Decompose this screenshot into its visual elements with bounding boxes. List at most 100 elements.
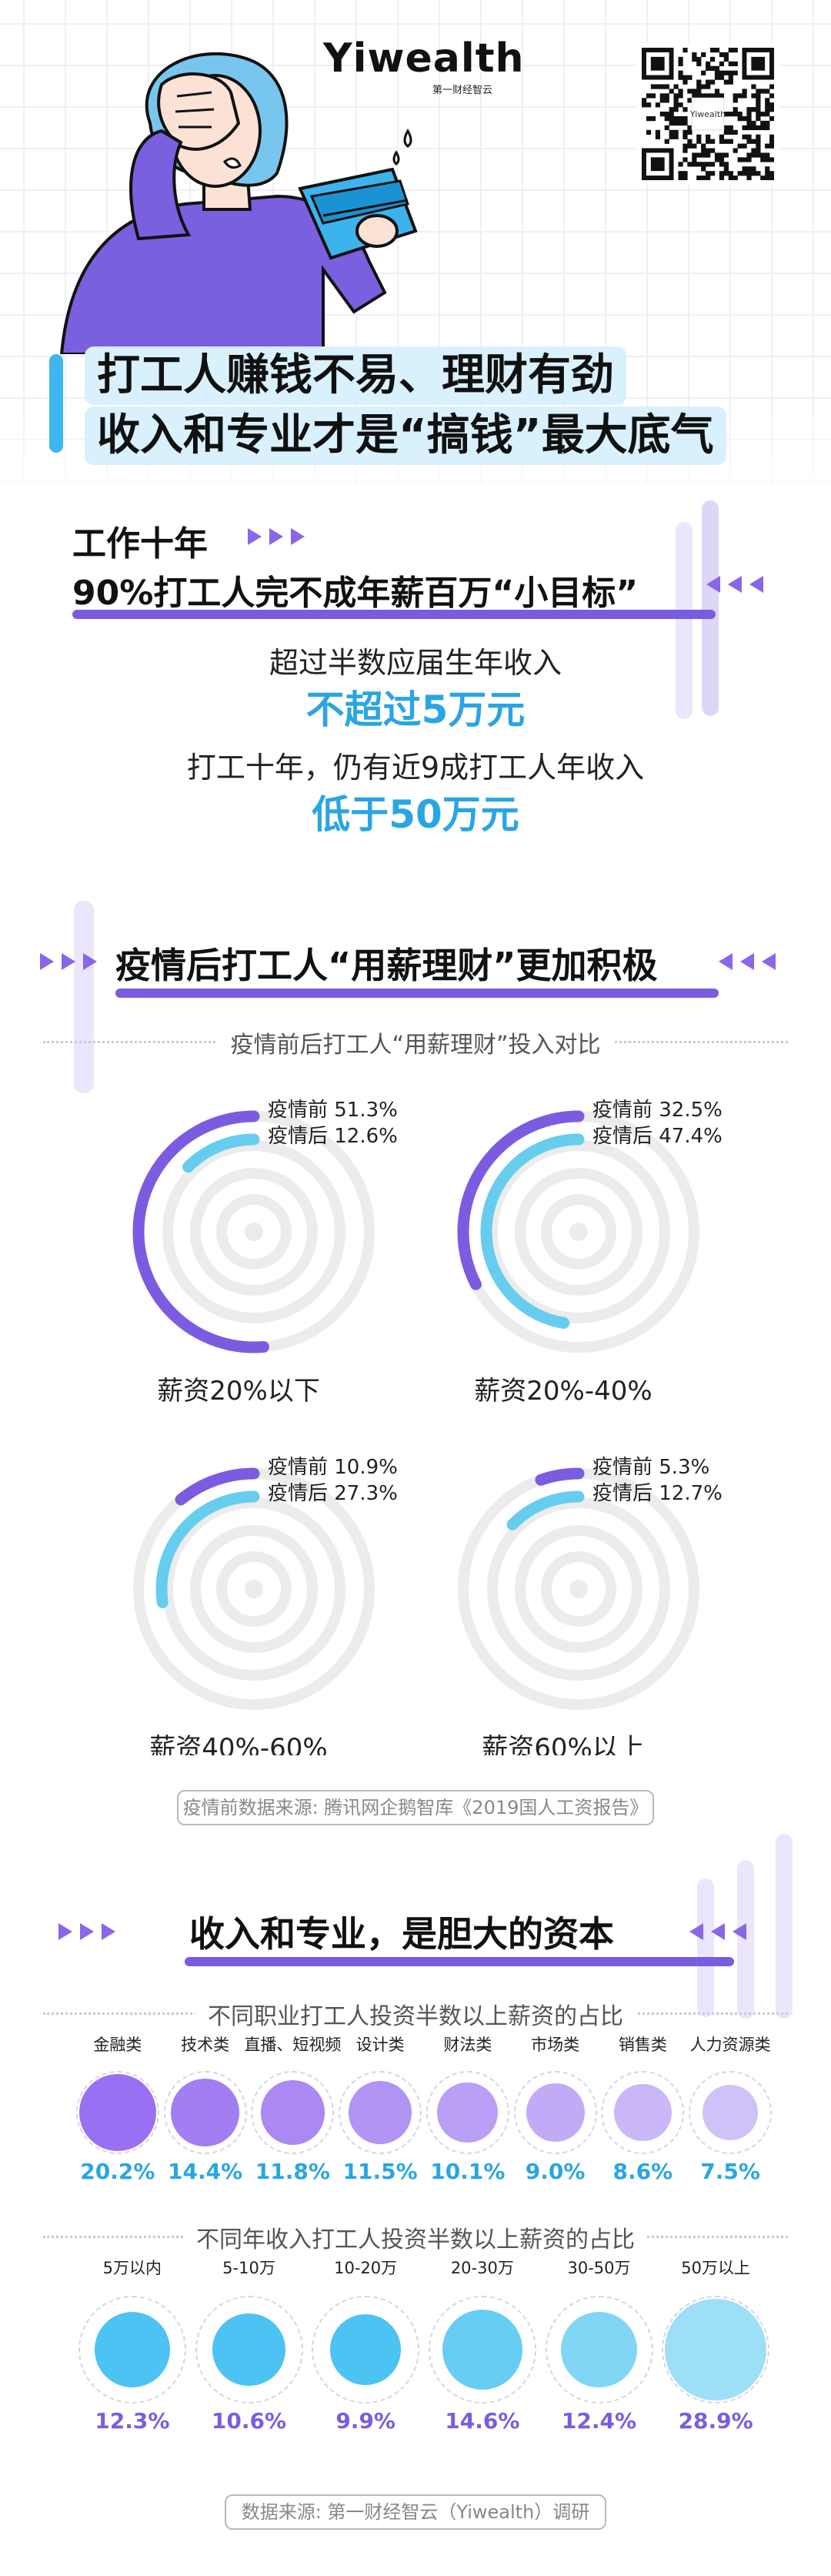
bubble [442,2309,522,2390]
bubble-category-label: 销售类 [618,2036,667,2054]
bubble [665,2299,767,2400]
bubble-category-label: 30-50万 [567,2259,631,2277]
bubble [561,2311,637,2388]
brand-subtitle: 第一财经智云 [432,85,492,96]
occupation-bubble-chart: 金融类 20.2% 技术类 14.4% 直播、短视频 11.8% 设计类 11.5% 财法类 10… [0,2032,831,2186]
right-arrows-icon [58,1923,115,1940]
bubble [437,2082,499,2143]
ring-legend-before: 疫情前 10.9% [268,1456,398,1479]
bubble [703,2085,759,2140]
ring-track [541,1551,616,1627]
section3-source: 数据来源: 第一财经智云（Yiwealth）调研 [225,2494,606,2530]
ring-legend-before: 疫情前 51.3% [268,1099,398,1122]
bubble-category-label: 5万以内 [102,2259,162,2277]
section3-title: 收入和专业，是胆大的资本 [189,1913,614,1955]
qr-code-icon: Yiwealth [642,48,775,181]
ring-track [190,1168,318,1296]
qr-code[interactable]: Yiwealth [637,43,779,185]
left-arrows-icon [706,576,763,593]
ring-arc-after [155,1133,352,1330]
section2-title: 疫情后打工人“用薪理财”更加积极 [115,945,658,986]
left-arrows-icon [719,953,776,970]
bubble [171,2078,239,2147]
income-bubble-chart: 5万以内 12.3% 5-10万 10.6% 10-20万 9.9% 20-30万 14.6%… [0,2256,831,2434]
bubble [348,2080,412,2145]
bubble-ring [339,2071,422,2154]
ring-chart: 疫情前 10.9% 疫情后 27.3% 薪资40%-60% [132,1456,398,1755]
bubble-ring [426,2071,509,2154]
bubble-value-label: 14.4% [168,2159,243,2184]
ring-chart: 疫情前 51.3% 疫情后 12.6% 薪资20%以下 [132,1099,398,1407]
bubble-ring [662,2296,770,2404]
bubble-ring [601,2071,685,2154]
bubble-category-label: 10-20万 [334,2259,398,2277]
bubble-value-label: 20.2% [80,2159,155,2184]
ring-arc-after [480,1133,677,1330]
ring-track [541,1194,616,1270]
ring-legend-after: 疫情后 12.7% [592,1482,723,1505]
bubble-ring [312,2296,420,2404]
bubble-ring [251,2071,335,2154]
qr-center-label: Yiwealth [689,109,726,119]
brand-name: Yiwealth [323,35,525,82]
bubble-value-label: 7.5% [700,2159,760,2184]
bubble-category-label: 人力资源类 [689,2036,771,2054]
ring-track [515,1168,642,1296]
bubble-ring [689,2071,773,2154]
bubble-category-label: 市场类 [531,2036,580,2054]
ring-chart: 疫情前 32.5% 疫情后 47.4% 薪资20%-40% [457,1099,723,1407]
ring-arc-before [132,1110,375,1353]
bubble-value-label: 11.8% [255,2159,330,2184]
stressed-worker-illustration [59,52,418,354]
bubble-category-label: 技术类 [181,2036,230,2054]
headline-line-2: 收入和专业才是“搞钱”最大底气 [85,406,726,466]
bubble-ring [75,2071,159,2154]
bubble [94,2311,171,2388]
ring-legend-after: 疫情后 27.3% [268,1482,398,1505]
bubble-ring [545,2296,653,2404]
right-arrows-icon [248,528,305,545]
bubble-ring [428,2296,536,2404]
ring-track [487,1140,670,1323]
bubble-value-label: 11.5% [342,2159,418,2184]
bubble [260,2080,325,2145]
bubble-category-label: 20-30万 [450,2259,514,2277]
bubble-category-label: 金融类 [93,2036,142,2054]
section1-underline [72,610,716,619]
left-arrows-icon [689,1923,746,1940]
bubble-category-label: 5-10万 [222,2259,275,2277]
ring-legend-after: 疫情后 47.4% [592,1125,723,1148]
ring-track [190,1525,318,1653]
ring-track [487,1497,670,1681]
ring-arc-after [480,1490,677,1688]
bubble-value-label: 12.4% [561,2408,637,2434]
section3-subtitle-1: 不同职业打工人投资半数以上薪资的占比 [195,2003,636,2030]
stat1-label: 超过半数应届生年收入 [269,646,562,680]
ring-caption: 薪资20%以下 [157,1376,320,1407]
bubble-ring [513,2071,597,2154]
bubble-category-label: 设计类 [355,2036,405,2054]
bubble-ring [195,2296,303,2404]
ring-legend-before: 疫情前 32.5% [592,1099,723,1122]
headline-accent-bar [49,354,63,453]
section2-underline [115,989,719,998]
bubble-value-label: 14.6% [445,2408,520,2434]
section1-title-line2: 90%打工人完不成年薪百万“小目标” [72,574,639,613]
bubble-value-label: 12.3% [95,2408,170,2434]
bubble-value-label: 10.6% [211,2408,287,2434]
ring-caption: 薪资20%-40% [474,1376,652,1407]
ring-track [216,1551,292,1627]
bubble-category-label: 直播、短视频 [244,2036,342,2054]
ring-chart-grid: 疫情前 51.3% 疫情后 12.6% 薪资20%以下 疫情前 32.5% 疫情后 47… [132,1099,723,1755]
stat2-label: 打工十年，仍有近9成打工人年收入 [186,751,645,785]
bubble-category-label: 50万以上 [681,2259,751,2277]
ring-legend-after: 疫情后 12.6% [268,1125,398,1148]
section2-subtitle: 疫情前后打工人“用薪理财”投入对比 [218,1032,613,1059]
ring-arc-before [457,1467,700,1711]
ring-track [162,1497,345,1681]
bubble [613,2083,672,2142]
stat2-value: 低于50万元 [312,792,519,837]
bubble [212,2313,285,2387]
headline-line-1: 打工人赚钱不易、理财有劲 [85,346,626,406]
bubble [330,2313,402,2386]
